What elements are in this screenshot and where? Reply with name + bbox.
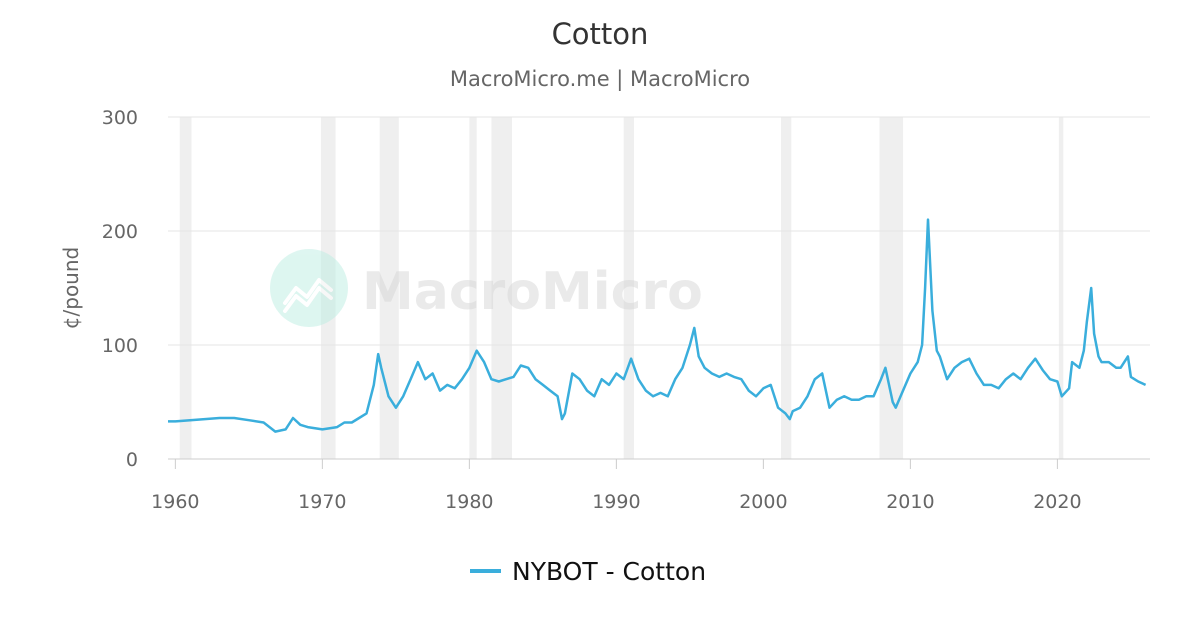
y-tick-label: 200 [102, 221, 138, 243]
x-tick-label: 1970 [298, 491, 346, 513]
recession-bands [179, 117, 1064, 459]
axes: 0 100 200 300 1960 1970 1980 1990 2000 2010 2020 [102, 107, 1150, 513]
recession-band-3 [469, 117, 477, 459]
legend-label: NYBOT - Cotton [512, 557, 706, 586]
recession-band-4 [491, 117, 512, 459]
recession-band-5 [623, 117, 635, 459]
x-tick-label: 1990 [592, 491, 640, 513]
x-tick-label: 1960 [151, 491, 199, 513]
series-layer [168, 218, 1147, 433]
watermark-chart-icon [283, 278, 333, 305]
gridlines [168, 116, 1150, 346]
y-tick-label: 0 [126, 449, 138, 471]
x-tick-label: 2010 [886, 491, 934, 513]
recession-band-0 [179, 117, 192, 459]
watermark: MacroMicro [270, 249, 703, 327]
chart-title: Cotton [552, 17, 649, 51]
x-tick-label: 2020 [1033, 491, 1081, 513]
watermark-chart-icon-2 [283, 286, 333, 313]
y-tick-label: 100 [102, 335, 138, 357]
recession-band-8 [1058, 117, 1064, 459]
watermark-text: MacroMicro [362, 262, 703, 322]
recession-band-2 [379, 117, 399, 459]
recession-band-7 [879, 117, 904, 459]
recession-band-6 [781, 117, 792, 459]
series-line-0 [168, 218, 1147, 433]
y-axis-label: ¢/pound [59, 247, 83, 329]
x-tick-label: 1980 [445, 491, 493, 513]
watermark-logo-icon [270, 249, 348, 327]
y-tick-label: 300 [102, 107, 138, 129]
chart-subtitle: MacroMicro.me | MacroMicro [450, 67, 750, 92]
legend: NYBOT - Cotton [470, 557, 706, 586]
x-tick-label: 2000 [739, 491, 787, 513]
